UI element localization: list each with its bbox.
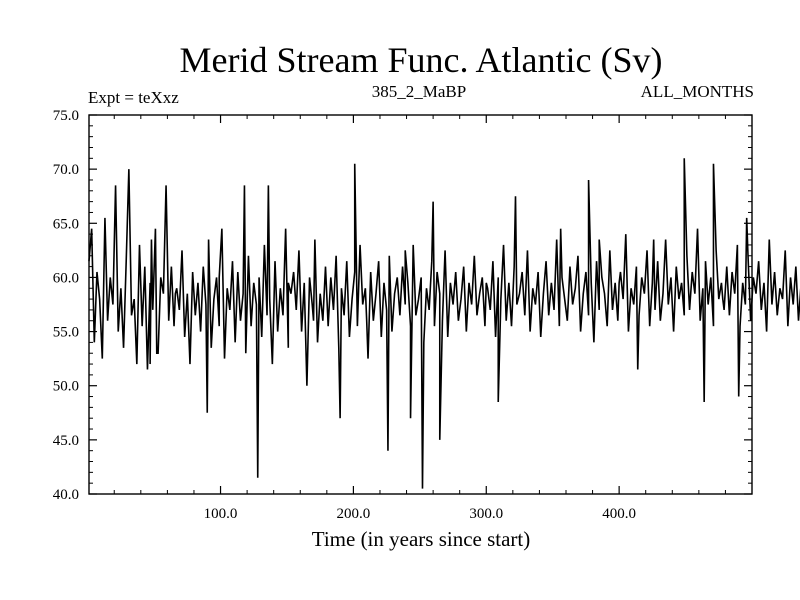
y-tick-label: 60.0 bbox=[53, 270, 79, 286]
chart-title: Merid Stream Func. Atlantic (Sv) bbox=[180, 40, 663, 80]
experiment-label: Expt = teXxz bbox=[88, 88, 179, 107]
x-tick-label: 200.0 bbox=[337, 506, 371, 522]
y-axis: 40.0 45.0 50.0 55.0 60.0 65.0 70.0 75.0 bbox=[53, 108, 752, 503]
x-axis-label: Time (in years since start) bbox=[312, 527, 531, 551]
x-tick-label: 400.0 bbox=[602, 506, 636, 522]
series-layer bbox=[88, 158, 800, 489]
plot-frame bbox=[88, 114, 753, 495]
y-tick-label: 65.0 bbox=[53, 216, 79, 232]
y-tick-label: 55.0 bbox=[53, 325, 79, 341]
y-tick-label: 70.0 bbox=[53, 162, 79, 178]
series-line bbox=[88, 158, 800, 489]
y-tick-label: 40.0 bbox=[53, 487, 79, 503]
y-tick-label: 75.0 bbox=[53, 108, 79, 124]
run-label: 385_2_MaBP bbox=[372, 82, 466, 101]
y-tick-label: 50.0 bbox=[53, 379, 79, 395]
x-tick-label: 100.0 bbox=[204, 506, 238, 522]
x-tick-label: 300.0 bbox=[469, 506, 503, 522]
y-tick-label: 45.0 bbox=[53, 433, 79, 449]
months-label: ALL_MONTHS bbox=[641, 82, 754, 101]
